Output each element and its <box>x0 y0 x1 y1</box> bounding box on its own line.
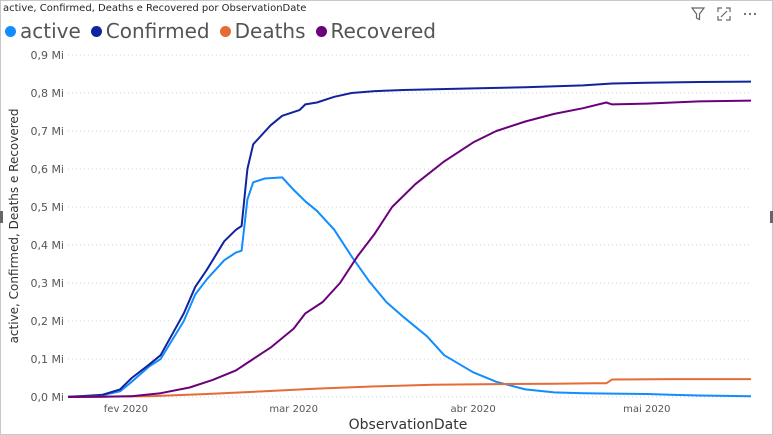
x-tick-label: mai 2020 <box>623 404 670 415</box>
y-tick-label: 0,0 Mi <box>30 391 64 404</box>
legend-marker <box>90 25 102 37</box>
resize-handle-right[interactable] <box>770 211 773 223</box>
y-tick-label: 0,1 Mi <box>30 353 64 366</box>
legend-label: active <box>20 19 81 43</box>
series-line-confirmed[interactable] <box>67 80 752 398</box>
legend-item-deaths[interactable]: Deaths <box>219 19 306 43</box>
y-tick-label: 0,9 Mi <box>30 49 64 62</box>
y-tick-label: 0,8 Mi <box>30 87 64 100</box>
y-axis-ticks: 0,0 Mi 0,1 Mi 0,2 Mi 0,3 Mi 0,4 Mi 0,5 Mi 0,6 … <box>30 49 64 404</box>
resize-handle-left[interactable] <box>0 211 3 223</box>
legend-item-active[interactable]: active <box>5 19 81 43</box>
legend-item-confirmed[interactable]: Confirmed <box>90 19 210 43</box>
legend-label: Confirmed <box>105 19 210 43</box>
y-tick-label: 0,2 Mi <box>30 315 64 328</box>
legend-marker <box>5 25 16 37</box>
series-line-deaths[interactable] <box>67 378 751 398</box>
x-tick-label: fev 2020 <box>104 404 148 415</box>
chart-title: active, Confirmed, Deaths e Recovered po… <box>3 3 307 14</box>
y-tick-label: 0,5 Mi <box>30 201 64 214</box>
chart-legend: active Confirmed Deaths Recovered <box>5 19 436 43</box>
legend-label: Deaths <box>234 19 306 43</box>
legend-marker <box>315 25 327 37</box>
filter-icon[interactable] <box>690 6 706 22</box>
legend-label: Recovered <box>330 19 436 43</box>
y-tick-label: 0,3 Mi <box>30 277 64 290</box>
gridlines <box>68 54 751 398</box>
series-line-active[interactable] <box>67 176 752 398</box>
y-tick-label: 0,4 Mi <box>30 239 64 252</box>
visual-toolbar <box>690 6 758 22</box>
more-options-icon[interactable] <box>742 6 758 22</box>
series-lines <box>67 80 752 398</box>
y-tick-label: 0,7 Mi <box>30 125 64 138</box>
legend-marker <box>219 25 231 37</box>
series-line-recovered[interactable] <box>67 99 752 398</box>
legend-item-recovered[interactable]: Recovered <box>315 19 436 43</box>
x-axis-label: ObservationDate <box>349 417 468 433</box>
y-axis-label: active, Confirmed, Deaths e Recovered <box>7 109 21 344</box>
focus-mode-icon[interactable] <box>716 6 732 22</box>
x-tick-label: mar 2020 <box>269 404 318 415</box>
y-tick-label: 0,6 Mi <box>30 163 64 176</box>
x-tick-label: abr 2020 <box>451 404 496 415</box>
x-axis-ticks: fev 2020 mar 2020 abr 2020 mai 2020 <box>104 404 671 415</box>
